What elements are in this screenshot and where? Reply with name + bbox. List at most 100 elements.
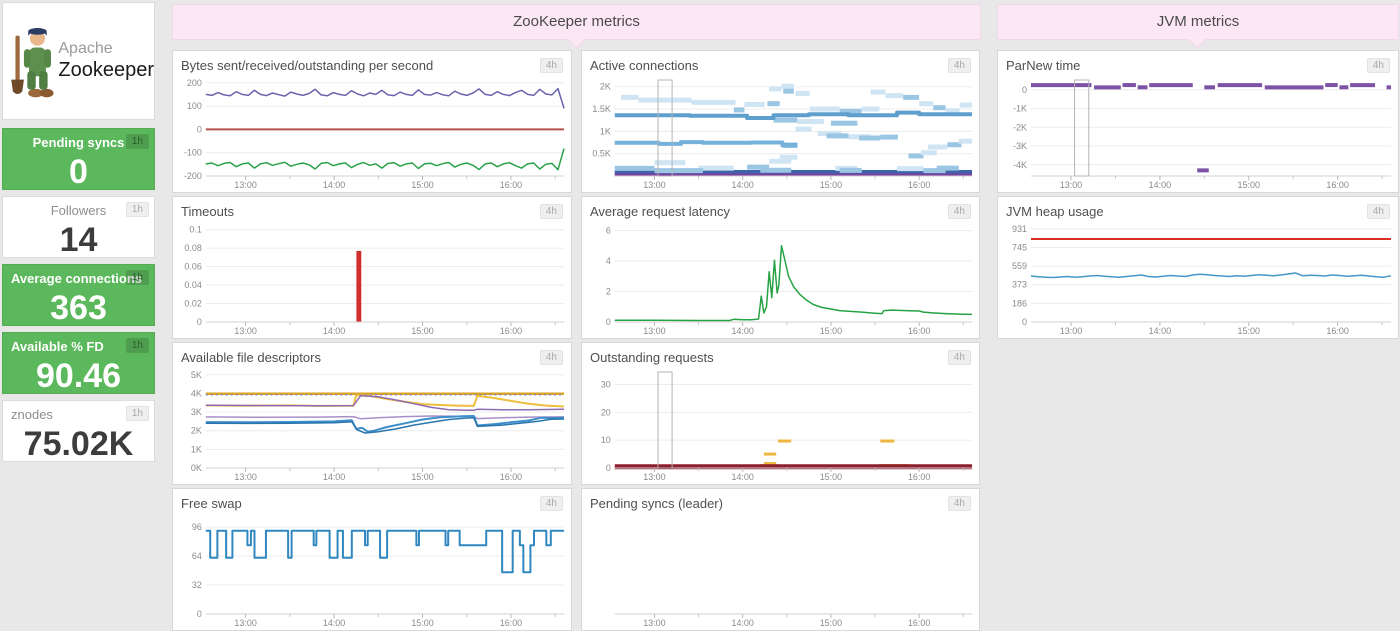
svg-text:-200: -200 xyxy=(184,171,202,181)
chart-plot-heap[interactable]: 931 745 559 373 186 0 13:00 14:00 15:00 16:00 xyxy=(998,221,1398,337)
svg-text:13:00: 13:00 xyxy=(234,180,256,190)
chart-title: ParNew time xyxy=(1006,57,1081,73)
svg-text:13:00: 13:00 xyxy=(234,618,256,628)
svg-text:559: 559 xyxy=(1012,261,1027,271)
chart-title: Active connections xyxy=(590,57,699,73)
chart-card-timeouts: Timeouts 4h 0.1 0.08 0.06 0.04 0.02 0 13:00 14:00… xyxy=(172,196,572,339)
svg-text:0: 0 xyxy=(197,609,202,619)
jvm-metrics-title: JVM metrics xyxy=(1156,13,1240,30)
svg-text:0.02: 0.02 xyxy=(184,299,201,309)
svg-text:20: 20 xyxy=(601,407,611,417)
timeframe-badge: 4h xyxy=(539,495,563,511)
timeframe-badge: 4h xyxy=(947,349,971,365)
svg-text:100: 100 xyxy=(187,101,202,111)
svg-text:16:00: 16:00 xyxy=(908,472,930,482)
chart-title: Available file descriptors xyxy=(181,349,321,365)
svg-text:1.5K: 1.5K xyxy=(592,104,610,114)
timeframe-badge: 4h xyxy=(947,57,971,73)
chart-card-parnew: ParNew time 4h 0 -1K -2K -3K -4K 13:00 14:00 15:0… xyxy=(997,50,1399,193)
logo-apache-text: Apache xyxy=(58,40,113,58)
svg-text:0.04: 0.04 xyxy=(184,280,201,290)
chart-plot-bytes[interactable]: 200 100 0 -100 -200 13:00 14:00 15:00 16:00 xyxy=(173,75,571,191)
svg-text:13:00: 13:00 xyxy=(1060,180,1083,190)
chart-plot-pending_leader[interactable]: 13:00 14:00 15:00 16:00 xyxy=(582,513,979,629)
chart-card-swap: Free swap 4h 96 64 32 0 13:00 14:00 15:00 16:00 xyxy=(172,488,572,631)
timeframe-badge: 1h xyxy=(125,202,149,217)
banner-pointer xyxy=(1188,30,1207,49)
timeframe-badge: 4h xyxy=(947,495,971,511)
logo-zookeeper-text: Zookeeper xyxy=(58,58,154,81)
svg-text:13:00: 13:00 xyxy=(643,618,665,628)
chart-plot-parnew[interactable]: 0 -1K -2K -3K -4K 13:00 14:00 15:00 16:00 xyxy=(998,75,1398,191)
svg-text:10: 10 xyxy=(601,435,611,445)
svg-text:16:00: 16:00 xyxy=(908,618,930,628)
stat-card-average-connections: Average connections 1h 363 xyxy=(2,264,155,327)
chart-card-fds: Available file descriptors 4h 5K 4K 3K 2K 1K 0K… xyxy=(172,342,572,485)
svg-text:4: 4 xyxy=(606,256,611,266)
svg-text:-4K: -4K xyxy=(1013,160,1027,170)
timeframe-badge: 4h xyxy=(947,203,971,219)
chart-plot-fds[interactable]: 5K 4K 3K 2K 1K 0K 13:00 14:00 15:00 16:00 xyxy=(173,367,571,483)
chart-plot-outstanding[interactable]: 30 20 10 0 13:00 14:00 15:00 16:00 xyxy=(582,367,979,483)
stat-card-title: Available % FD xyxy=(11,339,104,354)
svg-text:745: 745 xyxy=(1012,243,1027,253)
svg-text:2K: 2K xyxy=(600,82,611,92)
svg-text:16:00: 16:00 xyxy=(500,472,522,482)
chart-title: Free swap xyxy=(181,495,242,511)
svg-text:16:00: 16:00 xyxy=(1326,326,1349,336)
svg-text:5K: 5K xyxy=(191,370,202,380)
chart-card-active: Active connections 4h 2K 1.5K 1K 0.5K 13:00 14:… xyxy=(581,50,980,193)
svg-text:6: 6 xyxy=(606,226,611,236)
svg-text:13:00: 13:00 xyxy=(643,326,665,336)
stat-card-followers: Followers 1h 14 xyxy=(2,196,155,259)
svg-text:64: 64 xyxy=(192,551,202,561)
stat-card-available-fd: Available % FD 1h 90.46 xyxy=(2,332,155,395)
svg-text:32: 32 xyxy=(192,580,202,590)
svg-text:-1K: -1K xyxy=(1013,104,1027,114)
stat-card-value: 75.02K xyxy=(23,425,134,463)
stat-card-title: Pending syncs xyxy=(32,135,125,150)
timeframe-badge: 1h xyxy=(125,406,149,421)
svg-text:15:00: 15:00 xyxy=(820,618,842,628)
svg-text:14:00: 14:00 xyxy=(323,472,345,482)
svg-text:0: 0 xyxy=(606,317,611,327)
timeframe-badge: 4h xyxy=(1366,57,1390,73)
svg-text:3K: 3K xyxy=(191,407,202,417)
svg-text:0.08: 0.08 xyxy=(184,243,201,253)
svg-text:13:00: 13:00 xyxy=(234,472,256,482)
svg-text:13:00: 13:00 xyxy=(234,326,256,336)
svg-text:14:00: 14:00 xyxy=(1149,180,1172,190)
svg-text:13:00: 13:00 xyxy=(1060,326,1083,336)
svg-text:0K: 0K xyxy=(191,463,202,473)
svg-text:13:00: 13:00 xyxy=(643,180,665,190)
svg-text:14:00: 14:00 xyxy=(323,180,345,190)
svg-text:14:00: 14:00 xyxy=(732,472,754,482)
jvm-charts-grid: ParNew time 4h 0 -1K -2K -3K -4K 13:00 14:00 15:0… xyxy=(997,50,1399,339)
chart-title: Bytes sent/received/outstanding per seco… xyxy=(181,57,434,73)
svg-text:0.06: 0.06 xyxy=(184,262,201,272)
svg-text:14:00: 14:00 xyxy=(732,618,754,628)
svg-text:15:00: 15:00 xyxy=(820,326,842,336)
chart-card-bytes: Bytes sent/received/outstanding per seco… xyxy=(172,50,572,193)
stat-card-value: 14 xyxy=(59,221,98,259)
chart-plot-swap[interactable]: 96 64 32 0 13:00 14:00 15:00 16:00 xyxy=(173,513,571,629)
stat-card-znodes: znodes 1h 75.02K xyxy=(2,400,155,463)
svg-text:16:00: 16:00 xyxy=(908,180,930,190)
svg-text:14:00: 14:00 xyxy=(732,180,754,190)
stat-card-value: 0 xyxy=(69,153,88,191)
stat-card-value: 90.46 xyxy=(35,357,122,395)
zookeeper-metrics-title: ZooKeeper metrics xyxy=(513,13,640,30)
svg-text:15:00: 15:00 xyxy=(411,472,433,482)
chart-plot-timeouts[interactable]: 0.1 0.08 0.06 0.04 0.02 0 13:00 14:00 15:00 16:00 xyxy=(173,221,571,337)
svg-text:0: 0 xyxy=(1022,85,1027,95)
chart-plot-active[interactable]: 2K 1.5K 1K 0.5K 13:00 14:00 15:00 16:00 xyxy=(582,75,979,191)
svg-text:-3K: -3K xyxy=(1013,141,1027,151)
chart-plot-latency[interactable]: 6 4 2 0 13:00 14:00 15:00 16:00 xyxy=(582,221,979,337)
stat-card-pending-syncs: Pending syncs 1h 0 xyxy=(2,128,155,191)
svg-text:0: 0 xyxy=(197,124,202,134)
timeframe-badge: 1h xyxy=(125,338,149,353)
svg-text:15:00: 15:00 xyxy=(411,326,433,336)
svg-text:2: 2 xyxy=(606,286,611,296)
svg-text:2K: 2K xyxy=(191,426,202,436)
